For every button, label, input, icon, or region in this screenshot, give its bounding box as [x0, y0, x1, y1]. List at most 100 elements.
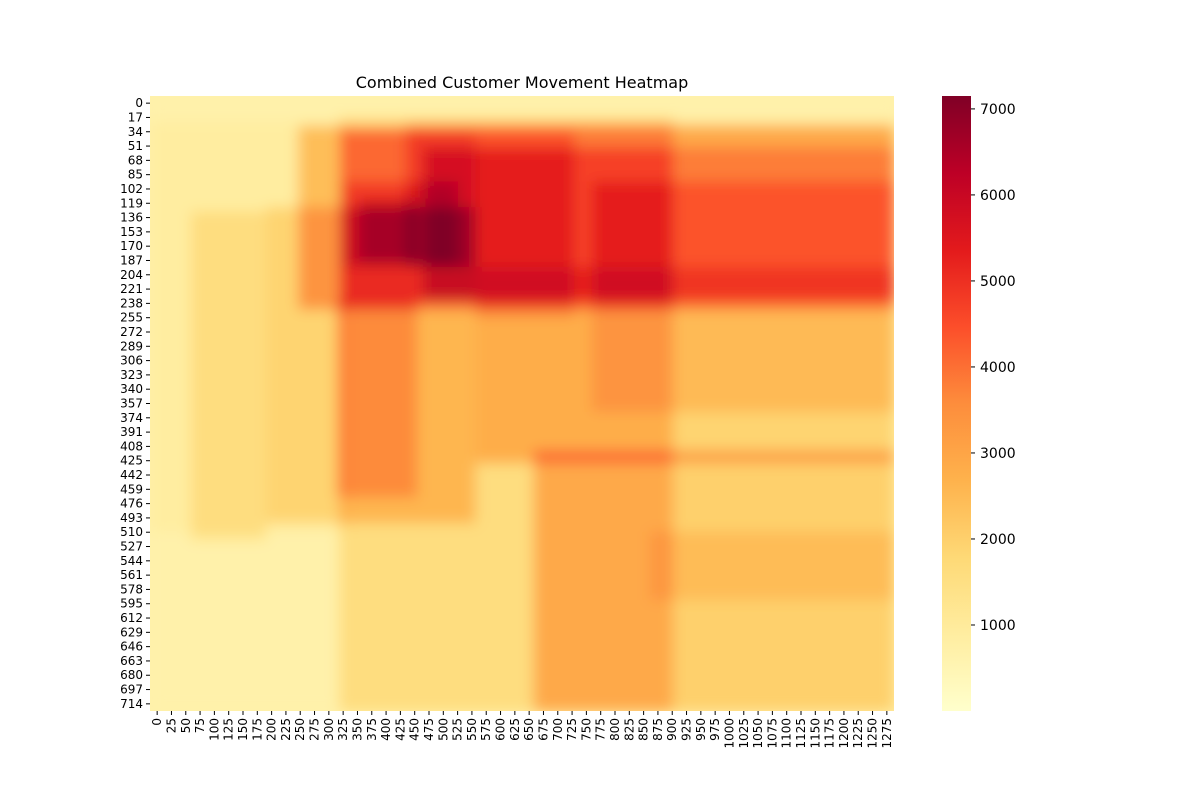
heatmap-cell — [150, 318, 192, 413]
y-tick-label: 357 — [120, 397, 143, 411]
heatmap-cell — [190, 125, 267, 131]
heatmap-cell — [591, 96, 651, 118]
heatmap-cell — [591, 309, 651, 319]
heatmap-cell — [649, 125, 674, 131]
heatmap-cell — [347, 450, 360, 464]
y-tick-label: 612 — [120, 611, 143, 625]
heatmap-cell — [338, 211, 343, 264]
y-tick-label: 578 — [120, 582, 143, 596]
heatmap-cell — [423, 318, 459, 413]
heatmap-cell — [405, 301, 418, 311]
heatmap-cell — [574, 211, 593, 264]
heatmap-cell — [533, 412, 575, 452]
heatmap-cell — [673, 207, 894, 212]
heatmap-cell — [458, 450, 477, 464]
heatmap-cell — [298, 211, 337, 264]
heatmap-cell — [338, 540, 343, 601]
heatmap-cell — [347, 318, 360, 413]
heatmap-cell — [266, 266, 299, 302]
x-tick-label: 600 — [494, 718, 508, 741]
y-tick-label: 153 — [120, 225, 143, 239]
heatmap-cell — [359, 301, 407, 311]
heatmap-cell — [341, 450, 349, 464]
heatmap-cell — [591, 181, 651, 200]
heatmap-cell — [341, 121, 349, 127]
heatmap-cell — [150, 125, 192, 131]
heatmap-cell — [405, 262, 418, 268]
heatmap-cell — [341, 309, 349, 319]
heatmap-cell — [591, 121, 651, 127]
heatmap-cell — [359, 599, 407, 711]
heatmap-cell — [338, 497, 343, 524]
heatmap-cell — [591, 412, 651, 452]
heatmap-cell — [475, 147, 535, 183]
heatmap-cell — [405, 463, 418, 499]
heatmap-cell — [574, 450, 593, 464]
heatmap-cell — [347, 198, 360, 208]
heatmap-cell — [298, 599, 337, 711]
heatmap-cell — [338, 318, 343, 413]
heatmap-cell — [649, 540, 674, 601]
heatmap-cell — [574, 309, 593, 319]
heatmap-cell — [533, 301, 575, 311]
heatmap-cell — [649, 207, 674, 212]
x-tick-label: 825 — [622, 718, 636, 741]
heatmap-cell — [341, 266, 349, 302]
heatmap-cell — [423, 540, 459, 601]
heatmap-cell — [475, 266, 535, 302]
x-tick-label: 675 — [536, 718, 550, 741]
heatmap-cell — [298, 121, 337, 127]
heatmap-cell — [150, 211, 192, 264]
y-tick-label: 697 — [120, 683, 143, 697]
heatmap-cell — [423, 211, 459, 264]
heatmap-cell — [190, 531, 267, 541]
y-tick-label: 68 — [128, 153, 143, 167]
heatmap-cell — [266, 540, 299, 601]
heatmap-cell — [533, 198, 575, 208]
heatmap-cell — [475, 309, 535, 319]
heatmap-cell — [591, 198, 651, 208]
heatmap-cell — [298, 463, 337, 499]
heatmap-cell — [298, 497, 337, 524]
heatmap-cell — [341, 301, 349, 311]
heatmap-cell — [423, 147, 459, 183]
heatmap-cell — [475, 207, 535, 212]
heatmap-cell — [574, 463, 593, 499]
x-tick-label: 1050 — [751, 718, 765, 749]
heatmap-cell — [423, 309, 459, 319]
heatmap-cell — [341, 117, 349, 123]
heatmap-cell — [423, 463, 459, 499]
heatmap-cell — [591, 207, 651, 212]
heatmap-cell — [423, 412, 459, 452]
heatmap-cell — [338, 262, 343, 268]
y-tick-label: 323 — [120, 368, 143, 382]
heatmap-cell — [417, 523, 424, 533]
heatmap-cell — [341, 412, 349, 452]
heatmap-cell — [266, 463, 299, 499]
heatmap-cell — [673, 450, 894, 464]
heatmap-cell — [338, 117, 343, 123]
heatmap-cell — [475, 125, 535, 131]
x-tick-label: 750 — [579, 718, 593, 741]
heatmap-cell — [341, 540, 349, 601]
heatmap-cell — [298, 318, 337, 413]
heatmap-cell — [591, 117, 651, 123]
heatmap-cell — [359, 318, 407, 413]
y-tick-label: 425 — [120, 454, 143, 468]
heatmap-cell — [298, 207, 337, 212]
heatmap-cell — [673, 96, 894, 118]
x-tick-label: 1125 — [794, 718, 808, 749]
heatmap-cell — [405, 211, 418, 264]
x-tick-label: 525 — [451, 718, 465, 741]
x-tick-label: 775 — [594, 718, 608, 741]
heatmap-cell — [475, 301, 535, 311]
y-tick-label: 238 — [120, 296, 143, 310]
heatmap-cell — [405, 147, 418, 183]
heatmap-cell — [150, 309, 192, 319]
y-tick-label: 510 — [120, 525, 143, 539]
heatmap-cell — [266, 301, 299, 311]
heatmap-cell — [574, 318, 593, 413]
heatmap-cell — [190, 198, 267, 208]
heatmap-cell — [458, 207, 477, 212]
heatmap-cell — [190, 117, 267, 123]
